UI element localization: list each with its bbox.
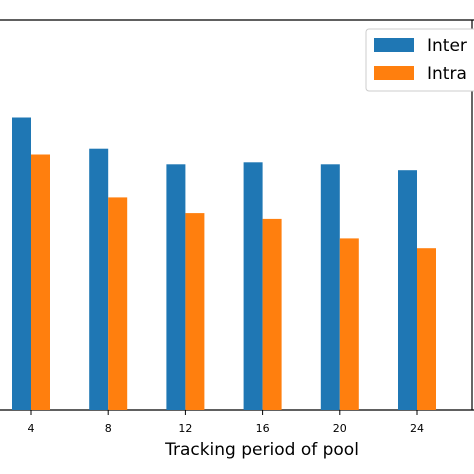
bar-intra-12 [185,213,205,410]
bars-group [12,117,436,410]
bar-intra-4 [31,154,50,410]
bar-intra-8 [108,197,128,410]
x-tick-label-4: 4 [28,422,35,435]
x-tick-label-16: 16 [256,422,270,435]
bar-intra-24 [417,248,436,410]
bar-inter-24 [398,170,417,410]
bar-inter-4 [12,117,31,410]
legend-swatch-intra [374,66,414,80]
x-tick-label-12: 12 [178,422,192,435]
legend-label-inter: Inter [427,36,467,56]
x-tick-label-8: 8 [105,422,112,435]
bar-inter-20 [320,164,340,410]
bar-inter-12 [166,164,186,410]
bar-inter-8 [89,148,109,410]
x-ticks-group: 4 8 12 16 20 24 [28,410,424,435]
bar-intra-16 [262,218,282,410]
bar-intra-20 [339,238,359,410]
legend-swatch-inter [374,38,414,52]
x-tick-label-20: 20 [333,422,347,435]
legend: Inter Intra [365,28,474,92]
x-axis-label: Tracking period of pool [164,440,359,460]
legend-label-intra: Intra [427,64,467,84]
bar-inter-16 [243,162,263,410]
x-tick-label-24: 24 [410,422,424,435]
